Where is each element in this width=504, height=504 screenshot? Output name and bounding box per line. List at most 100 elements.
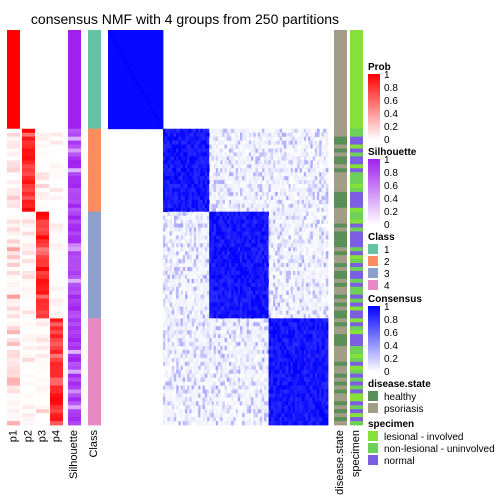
consensus-cell [202, 326, 206, 331]
consensus-cell [191, 314, 195, 319]
consensus-cell [244, 172, 247, 177]
consensus-cell [246, 184, 250, 189]
consensus-cell [277, 180, 280, 185]
prob-cell [36, 33, 49, 39]
consensus-cell [220, 180, 223, 185]
consensus-cell [295, 342, 298, 347]
consensus-cell [185, 342, 188, 347]
consensus-cell [279, 282, 283, 288]
prob-cell [50, 357, 63, 363]
consensus-cell [138, 53, 142, 59]
consensus-cell [132, 49, 135, 55]
consensus-cell [321, 270, 324, 276]
consensus-cell [312, 306, 316, 311]
consensus-cell [244, 144, 247, 149]
consensus-cell [244, 290, 247, 296]
consensus-cell [292, 235, 296, 240]
consensus-cell [308, 298, 311, 303]
consensus-cell [222, 334, 225, 339]
consensus-cell [279, 342, 283, 347]
prob-cell [36, 389, 49, 394]
consensus-cell [167, 318, 170, 323]
consensus-cell [182, 318, 186, 323]
consensus-cell [160, 30, 164, 35]
consensus-cell [200, 136, 203, 141]
consensus-cell [240, 306, 243, 311]
consensus-cell [270, 184, 274, 189]
consensus-cell [165, 176, 168, 181]
consensus-cell [127, 49, 131, 55]
consensus-cell [277, 184, 280, 189]
consensus-cell [185, 290, 188, 296]
consensus-cell [127, 112, 131, 118]
consensus-cell [200, 270, 203, 276]
silhouette-cell [68, 81, 81, 86]
consensus-cell [273, 298, 276, 303]
silhouette-cell [68, 290, 81, 296]
consensus-cell [308, 247, 311, 252]
prob-cell [7, 274, 20, 280]
consensus-cell [207, 191, 210, 197]
consensus-cell [262, 334, 265, 339]
consensus-cell [141, 97, 144, 102]
prob-cell [22, 286, 35, 292]
consensus-cell [288, 211, 291, 217]
consensus-cell [240, 282, 243, 288]
prob-cell [50, 349, 63, 355]
consensus-cell [325, 184, 329, 189]
consensus-cell [226, 164, 230, 169]
consensus-cell [301, 318, 305, 323]
consensus-cell [174, 223, 177, 228]
consensus-cell [141, 73, 144, 78]
consensus-cell [200, 211, 203, 217]
consensus-cell [202, 290, 206, 296]
consensus-cell [279, 160, 283, 165]
consensus-cell [295, 180, 298, 185]
consensus-cell [246, 298, 250, 303]
consensus-cell [295, 290, 298, 296]
prob-cell [50, 156, 63, 161]
consensus-cell [114, 77, 118, 82]
consensus-cell [266, 239, 269, 244]
consensus-cell [176, 306, 179, 311]
consensus-cell [301, 342, 305, 347]
consensus-cell [301, 330, 305, 335]
prob-cell [50, 195, 63, 201]
consensus-cell [158, 109, 162, 114]
consensus-cell [308, 263, 311, 268]
prob-cell [22, 357, 35, 363]
consensus-cell [187, 144, 190, 149]
consensus-cell [264, 184, 267, 189]
consensus-cell [242, 278, 245, 284]
prob-cell [22, 223, 35, 228]
consensus-cell [295, 188, 298, 193]
consensus-cell [121, 109, 124, 114]
consensus-cell [163, 184, 166, 189]
prob-cell [36, 30, 49, 35]
consensus-cell [116, 89, 120, 94]
consensus-cell [132, 73, 135, 78]
prob-cell [50, 41, 63, 47]
consensus-cell [176, 199, 179, 205]
consensus-cell [213, 251, 217, 256]
consensus-cell [325, 180, 329, 185]
consensus-cell [277, 231, 280, 236]
consensus-cell [193, 176, 197, 181]
consensus-cell [220, 239, 223, 244]
consensus-cell [187, 278, 190, 284]
consensus-cell [279, 270, 283, 276]
consensus-cell [325, 334, 329, 339]
consensus-cell [281, 302, 285, 307]
class-cell [88, 314, 101, 319]
consensus-cell [284, 282, 287, 288]
consensus-cell [141, 61, 144, 66]
consensus-cell [286, 203, 289, 209]
consensus-cell [286, 306, 289, 311]
consensus-cell [209, 247, 212, 252]
prob-cell [50, 377, 63, 382]
consensus-cell [301, 286, 305, 292]
consensus-cell [325, 152, 329, 157]
consensus-cell [317, 259, 320, 264]
consensus-cell [284, 259, 287, 264]
prob-cell [36, 385, 49, 390]
